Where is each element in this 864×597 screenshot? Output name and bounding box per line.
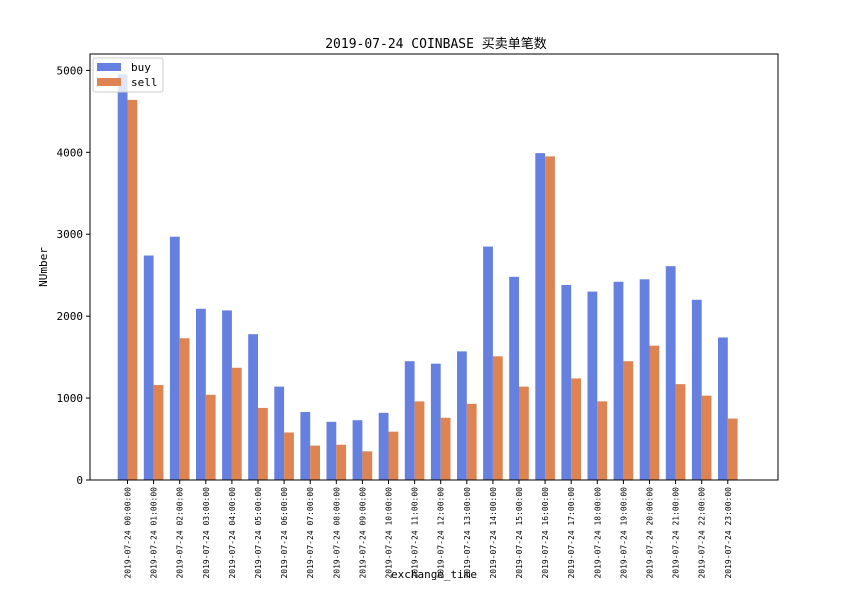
x-tick-label-21: 2019-07-24 21:00:00 [672,487,681,579]
bar-buy-14 [483,246,493,480]
bar-buy-19 [613,281,624,480]
x-axis: 2019-07-24 00:00:00 2019-07-24 01:00:00 20… [124,480,733,579]
x-tick-label-8: 2019-07-24 08:00:00 [332,487,341,579]
x-tick-label-17: 2019-07-24 17:00:00 [567,487,576,579]
bar-buy-22 [691,299,702,480]
x-tick-label-1: 2019-07-24 01:00:00 [150,487,159,579]
bar-sell-23 [727,418,738,480]
x-tick-label-16: 2019-07-24 16:00:00 [541,487,550,579]
x-tick-label-9: 2019-07-24 09:00:00 [358,487,367,579]
bar-sell-0 [127,99,138,480]
bar-sell-4 [231,367,242,480]
y-tick-label-4: 4000 [57,146,84,159]
legend-label-sell: sell [131,76,158,89]
x-tick-label-7: 2019-07-24 07:00:00 [306,487,315,579]
bar-buy-17 [561,285,572,480]
bar-sell-17 [571,378,581,480]
x-tick-label-23: 2019-07-24 23:00:00 [724,487,733,579]
bar-sell-15 [519,386,529,480]
bar-sell-9 [362,451,373,480]
bar-buy-4 [222,310,232,480]
bar-buy-20 [639,279,650,480]
bar-sell-6 [284,432,294,480]
bar-sell-16 [545,156,555,480]
y-axis: 0 1000 2000 3000 4000 5000 [57,64,90,487]
x-tick-label-12: 2019-07-24 12:00:00 [437,487,446,579]
x-tick-label-20: 2019-07-24 20:00:00 [646,487,655,579]
x-tick-label-14: 2019-07-24 14:00:00 [489,487,498,579]
legend: buy sell [92,57,164,93]
x-tick-label-18: 2019-07-24 18:00:00 [593,487,602,579]
bar-buy-3 [196,308,206,480]
bar-buy-12 [430,363,441,480]
bar-sell-22 [701,395,712,480]
bar-sell-13 [466,403,477,480]
bar-sell-14 [492,356,503,480]
y-tick-label-0: 0 [76,474,83,487]
x-tick-label-15: 2019-07-24 15:00:00 [515,487,524,579]
bar-buy-6 [274,386,285,480]
bar-sell-2 [179,338,190,480]
bar-sell-7 [310,445,320,480]
plot-frame [89,53,779,481]
legend-swatch-sell [97,78,121,86]
x-tick-label-22: 2019-07-24 22:00:00 [698,487,707,579]
x-tick-label-5: 2019-07-24 05:00:00 [254,487,263,579]
bar-sell-1 [153,384,164,480]
bar-buy-11 [404,361,415,480]
bar-buy-21 [665,266,676,480]
x-tick-label-0: 2019-07-24 00:00:00 [124,487,133,579]
x-tick-label-11: 2019-07-24 11:00:00 [411,487,420,579]
bar-sell-12 [440,417,451,480]
bar-sell-19 [623,361,634,480]
x-tick-label-19: 2019-07-24 19:00:00 [619,487,628,579]
x-tick-label-2: 2019-07-24 02:00:00 [176,487,185,579]
bar-buy-5 [248,334,258,480]
legend-swatch-buy [97,63,121,71]
y-tick-label-1: 1000 [57,392,84,405]
x-tick-label-4: 2019-07-24 04:00:00 [228,487,237,579]
legend-label-buy: buy [131,61,151,74]
bar-sell-20 [649,345,660,480]
bar-sell-3 [205,394,216,480]
bar-sell-5 [258,407,268,480]
bar-buy-0 [117,74,128,480]
y-tick-label-5: 5000 [57,64,84,77]
bar-buy-23 [718,337,728,480]
x-tick-label-13: 2019-07-24 13:00:00 [463,487,472,579]
bar-sell-8 [336,444,347,480]
bar-buy-2 [169,236,180,480]
bar-buy-13 [457,351,467,480]
bar-buy-10 [378,412,389,480]
y-tick-label-3: 3000 [57,228,84,241]
bar-buy-1 [143,255,154,480]
y-axis-label: NUmber [37,247,50,287]
bar-buy-9 [352,420,363,480]
bar-sell-10 [388,431,399,480]
x-tick-label-6: 2019-07-24 06:00:00 [280,487,289,579]
bar-buy-8 [326,421,337,480]
bar-sell-18 [597,401,608,480]
bar-buy-15 [509,276,519,480]
bar-buy-18 [587,291,598,480]
bars-group [117,74,738,480]
x-axis-label: exchange_time [391,568,477,581]
bar-buy-16 [535,153,546,480]
chart-title: 2019-07-24 COINBASE 买卖单笔数 [325,36,547,52]
bar-buy-7 [300,412,311,480]
bar-sell-21 [675,384,686,480]
bar-sell-11 [414,401,425,480]
x-tick-label-10: 2019-07-24 10:00:00 [385,487,394,579]
x-tick-label-3: 2019-07-24 03:00:00 [202,487,211,579]
y-tick-label-2: 2000 [57,310,84,323]
